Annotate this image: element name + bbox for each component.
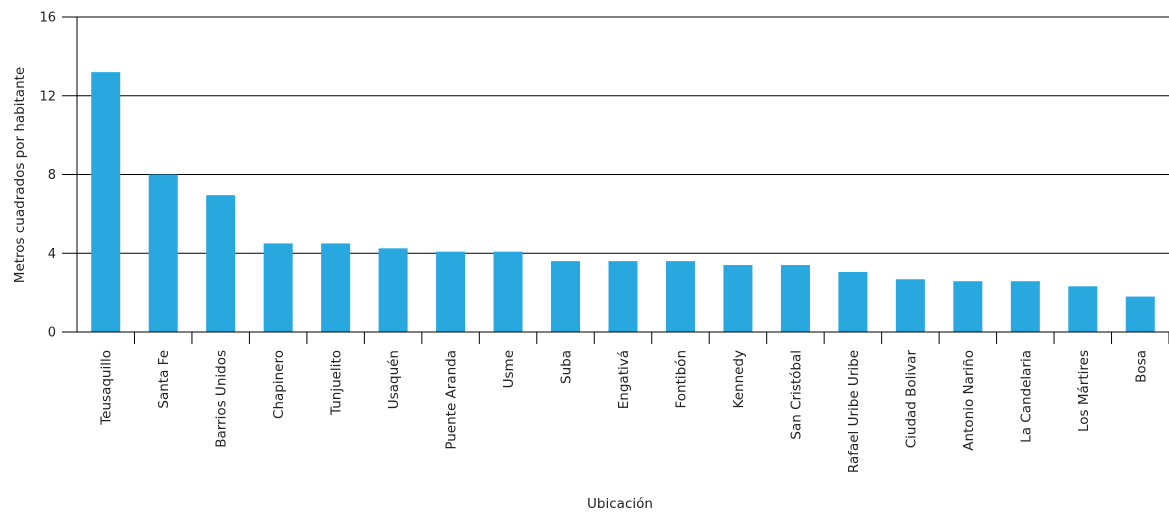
y-tick-label: 16 [39,11,56,26]
bar [206,195,236,332]
bar [608,261,638,332]
y-tick-label: 4 [48,247,56,262]
x-category-label: Santa Fe [156,350,172,409]
bar [148,174,178,332]
y-tick-label: 0 [48,326,56,341]
x-category-label: Teusaquillo [99,350,115,426]
bar [953,281,983,332]
bar [1125,296,1155,332]
x-category-label: San Cristóbal [788,350,804,440]
bar [263,243,293,332]
x-category-label: La Candelaria [1018,350,1034,443]
x-category-label: Engativá [616,350,632,409]
x-category-label: Suba [559,350,575,384]
x-category-label: Antonio Nariño [961,350,977,451]
y-tick-label: 8 [48,168,56,183]
bar [91,72,121,332]
axes [62,17,1169,344]
bar [1010,281,1040,332]
x-category-label: Bosa [1133,350,1149,383]
bar [321,243,351,332]
bar [378,248,408,332]
bar [895,279,925,332]
bar [436,251,466,332]
x-category-label: Usaquén [386,350,402,409]
bars [91,72,1155,332]
x-category-label: Fontibón [673,350,689,409]
x-category-label: Rafael Uribe Uribe [846,350,862,473]
bar [723,265,753,332]
bar [838,271,868,332]
x-category-label: Ciudad Bolivar [903,350,919,449]
x-category-label: Los Mártires [1076,350,1092,432]
y-axis-title: Metros cuadrados por habitante [12,67,28,283]
bar [780,265,810,332]
bar [551,261,581,332]
y-tick-label: 12 [39,89,56,104]
bar [493,251,523,332]
x-category-label: Kennedy [731,350,747,408]
x-category-label: Tunjuelito [329,350,345,416]
x-category-labels: Teusaquillo Santa Fe Barrios Unidos Chapine… [99,350,1150,474]
x-category-label: Barrios Unidos [214,350,230,448]
x-category-label: Chapinero [271,350,287,419]
bar [1068,286,1098,332]
gridlines [62,16,1169,254]
x-axis-title: Ubicación [587,496,653,512]
bar [665,261,695,332]
x-category-label: Puente Aranda [444,350,460,450]
x-category-label: Usme [501,350,517,388]
y-tick-labels: 0 4 8 12 16 [39,11,56,341]
